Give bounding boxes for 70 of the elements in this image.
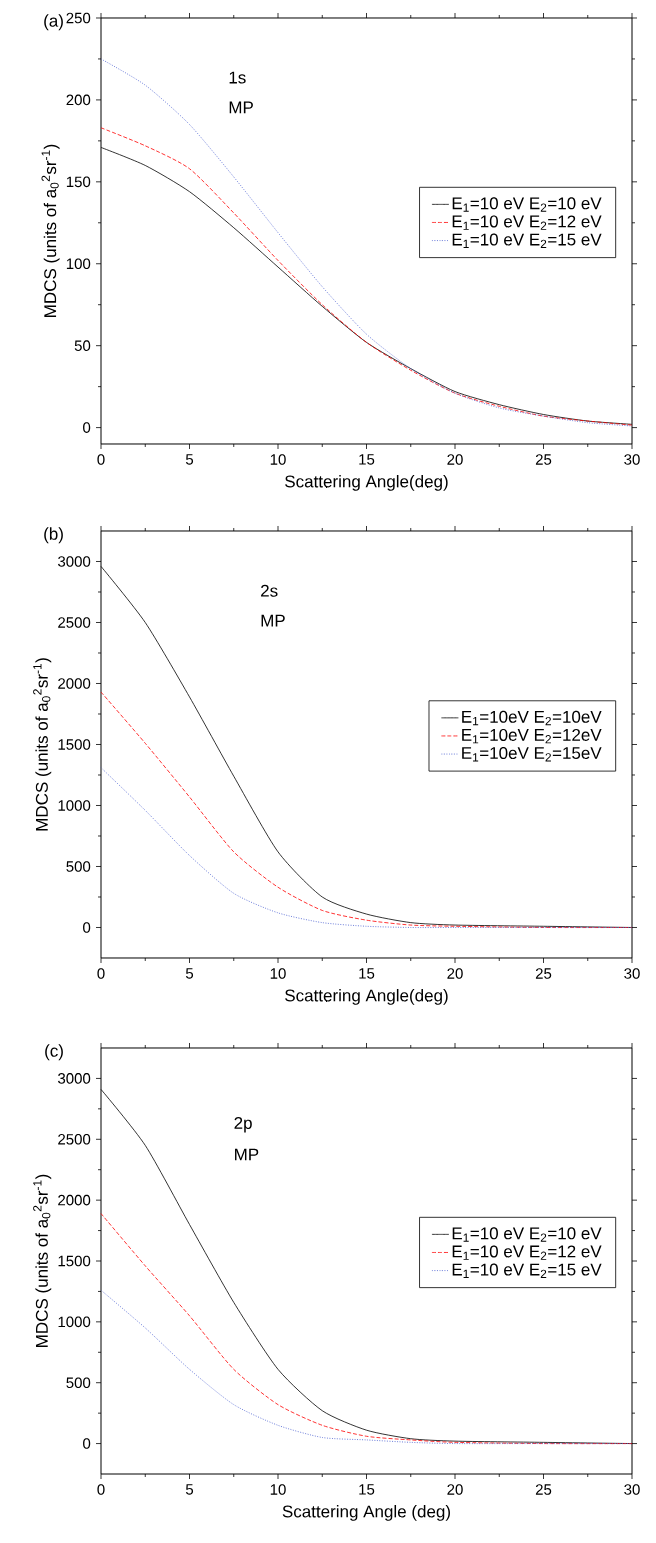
legend-label: E$_{1}$=10eV E$_{2}$=15eV — [462, 746, 602, 762]
chart-title: (c) — [45, 1044, 63, 1061]
y-tick-label: 500 — [66, 1377, 91, 1389]
y-tick-label: 2500 — [58, 617, 91, 628]
chart-title: (b) — [44, 527, 63, 544]
y-tick-label: 50 — [74, 340, 91, 351]
annotation: MP — [229, 101, 253, 114]
x-tick-label: 5 — [185, 454, 194, 465]
x-tick-label: 15 — [359, 968, 375, 979]
x-tick-label: 30 — [624, 1484, 640, 1495]
annotation: MP — [235, 1148, 259, 1161]
x-tick-label: 30 — [624, 454, 640, 465]
y-axis-title: MDCS (units of a$_{0}$$^{2}$sr$^{-1}$) — [33, 1174, 52, 1347]
y-tick-label: 1000 — [58, 800, 91, 811]
x-tick-label: 5 — [185, 1484, 194, 1495]
x-tick-label: 20 — [447, 454, 463, 465]
x-axis-title: Scattering Angle (deg) — [282, 1505, 450, 1521]
legend-label: E$_{1}$=10 eV E$_{2}$=10 eV — [452, 197, 602, 212]
y-tick-label: 2000 — [58, 1194, 91, 1206]
y-tick-label: 2500 — [58, 1133, 91, 1145]
chart-title: (a) — [44, 14, 63, 31]
x-axis-title: Scattering Angle(deg) — [285, 989, 448, 1005]
legend-label: E$_{1}$=10eV E$_{2}$=10eV — [462, 710, 602, 726]
y-tick-label: 3000 — [58, 556, 91, 567]
y-tick-label: 200 — [66, 94, 91, 106]
x-tick-label: 25 — [535, 968, 552, 979]
y-tick-label: 250 — [66, 12, 91, 24]
x-tick-label: 10 — [270, 1484, 286, 1495]
x-tick-label: 30 — [624, 968, 640, 979]
line-series — [100, 58, 633, 427]
y-tick-label: 0 — [83, 1438, 91, 1449]
annotation: 1s — [229, 71, 246, 84]
legend-label: E$_{1}$=10 eV E$_{2}$=15 eV — [452, 233, 602, 248]
x-tick-label: 20 — [447, 968, 463, 979]
legend-label: E$_{1}$=10 eV E$_{2}$=12 eV — [452, 215, 602, 230]
x-tick-label: 5 — [185, 968, 194, 979]
legend-label: E$_{1}$=10 eV E$_{2}$=10 eV — [452, 1227, 602, 1242]
x-tick-label: 20 — [447, 1484, 463, 1495]
legend-label: E$_{1}$=10eV E$_{2}$=12eV — [462, 728, 602, 744]
line-series — [100, 1289, 633, 1445]
legend-label: E$_{1}$=10 eV E$_{2}$=12 eV — [452, 1245, 602, 1260]
y-tick-label: 500 — [66, 861, 91, 872]
x-axis-title: Scattering Angle(deg) — [285, 475, 448, 491]
x-tick-label: 0 — [97, 1484, 105, 1495]
annotation: MP — [261, 614, 285, 627]
line-series — [100, 767, 633, 928]
line-series — [100, 691, 633, 928]
y-tick-label: 1000 — [58, 1316, 91, 1328]
y-tick-label: 150 — [66, 176, 91, 188]
y-tick-label: 3000 — [58, 1073, 91, 1084]
y-axis-title: MDCS (units of a$_{0}$$^{2}$sr$^{-1}$) — [41, 144, 60, 317]
y-tick-label: 100 — [66, 258, 91, 270]
x-tick-label: 10 — [270, 454, 286, 465]
y-tick-label: 2000 — [58, 678, 91, 689]
x-tick-label: 15 — [359, 454, 375, 465]
legend-label: E$_{1}$=10 eV E$_{2}$=15 eV — [452, 1263, 602, 1278]
annotation: 2s — [261, 584, 278, 597]
line-series — [100, 1213, 633, 1445]
y-tick-label: 1500 — [58, 739, 91, 750]
y-axis-title: MDCS (units of a$_{0}$$^{2}$sr$^{-1}$) — [33, 658, 52, 831]
x-tick-label: 25 — [535, 1484, 552, 1495]
x-tick-label: 15 — [359, 1484, 375, 1495]
y-tick-label: 1500 — [58, 1255, 91, 1267]
x-tick-label: 25 — [535, 454, 552, 465]
x-tick-label: 10 — [270, 968, 286, 979]
y-tick-label: 0 — [83, 422, 91, 433]
y-tick-label: 0 — [83, 922, 91, 933]
x-tick-label: 0 — [97, 454, 105, 465]
annotation: 2p — [234, 1116, 252, 1133]
x-tick-label: 0 — [97, 968, 105, 979]
